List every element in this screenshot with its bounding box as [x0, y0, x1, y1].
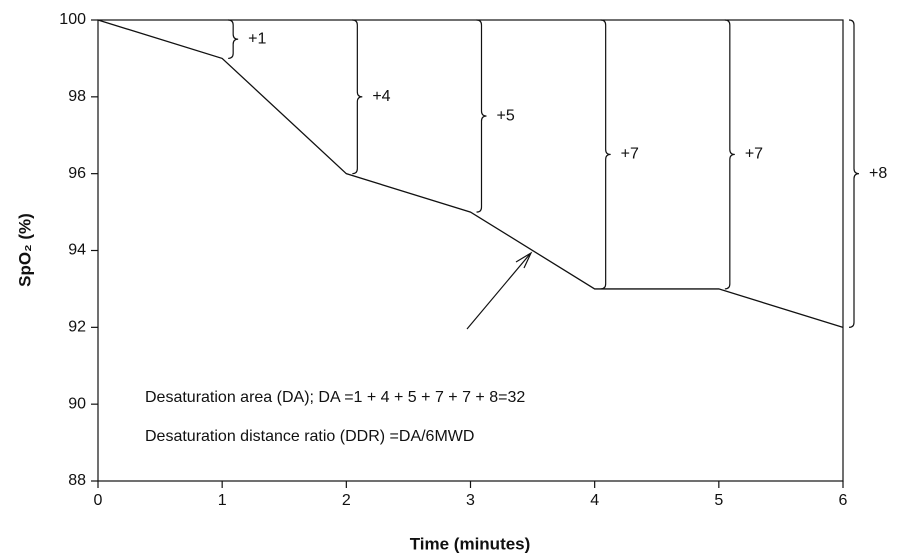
y-axis-label: SpO₂ (%) — [15, 213, 34, 287]
brace-label: +7 — [745, 146, 763, 163]
brace — [228, 19, 239, 60]
brace-label: +7 — [621, 146, 639, 163]
x-tick-label: 2 — [342, 492, 351, 509]
y-tick-label: 90 — [68, 395, 86, 412]
brace — [724, 19, 735, 290]
y-tick-label: 88 — [68, 472, 86, 489]
brace — [600, 19, 611, 290]
y-tick-label: 98 — [68, 88, 86, 105]
brace-label: +8 — [869, 165, 887, 182]
y-tick-label: 96 — [68, 165, 86, 182]
x-tick-label: 3 — [466, 492, 475, 509]
y-tick-label: 100 — [59, 11, 86, 28]
brace-label: +4 — [372, 88, 390, 105]
x-tick-label: 0 — [94, 492, 103, 509]
brace — [848, 19, 860, 328]
y-tick-label: 94 — [68, 242, 86, 259]
arrow — [466, 251, 533, 330]
brace — [352, 19, 363, 175]
data-line — [97, 19, 844, 328]
x-tick-label: 4 — [590, 492, 599, 509]
plot-frame — [97, 19, 844, 482]
annotation: Desaturation distance ratio (DDR) =DA/6M… — [145, 428, 474, 445]
x-axis-label: Time (minutes) — [410, 534, 531, 553]
brace — [476, 19, 487, 213]
y-tick-label: 92 — [68, 319, 86, 336]
annotation: Desaturation area (DA); DA =1 + 4 + 5 + … — [145, 389, 525, 406]
x-tick-label: 1 — [218, 492, 227, 509]
brace-label: +5 — [497, 107, 515, 124]
brace-label: +1 — [248, 30, 266, 47]
x-tick-label: 6 — [839, 492, 848, 509]
x-tick-label: 5 — [714, 492, 723, 509]
